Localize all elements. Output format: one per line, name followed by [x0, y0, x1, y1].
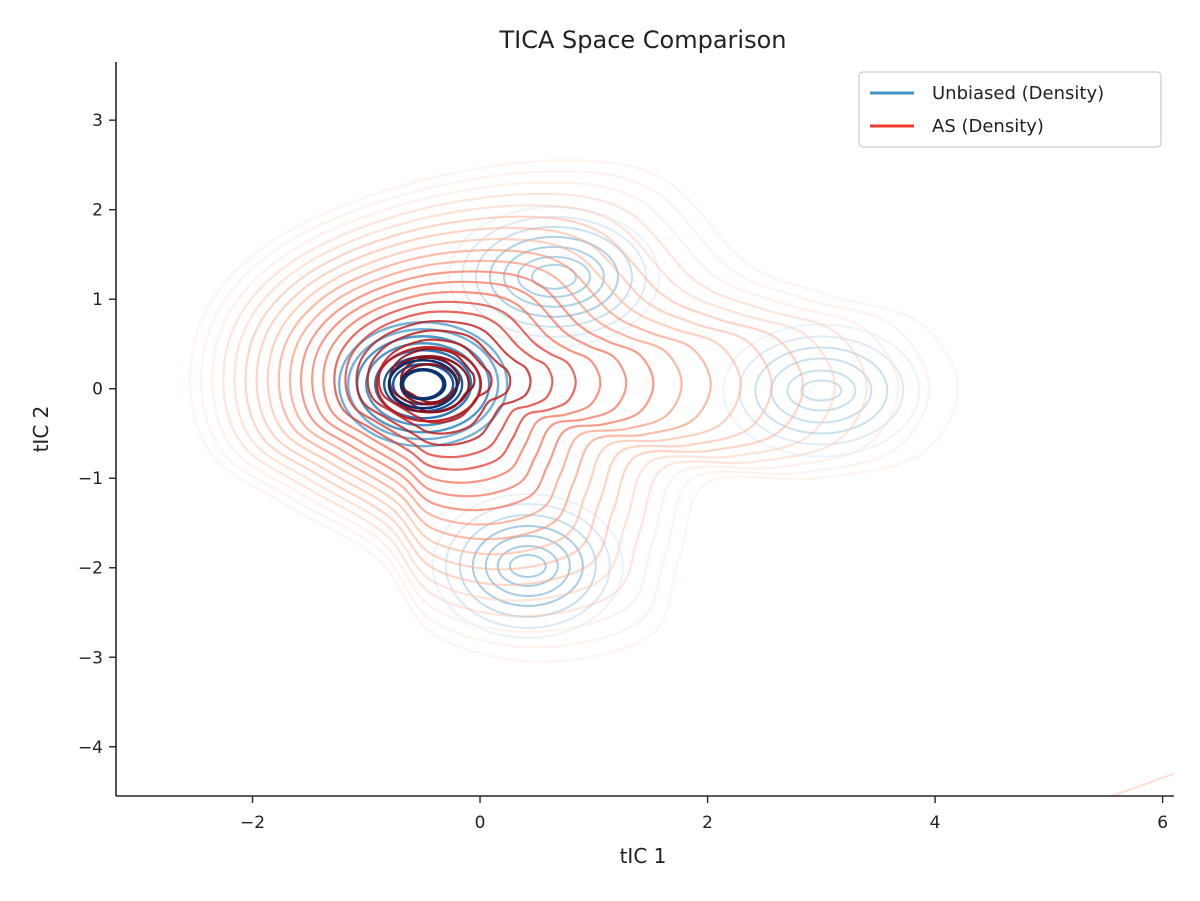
unbiased-contour: [496, 544, 559, 587]
unbiased-contour: [474, 225, 633, 328]
unbiased-contour: [786, 369, 857, 412]
unbiased-contour: [447, 205, 660, 348]
as-contour: [211, 181, 900, 633]
y-tick-label: −4: [78, 738, 103, 758]
y-tick-label: −2: [78, 559, 103, 579]
as-contour: [222, 192, 868, 618]
unbiased-contour: [800, 379, 843, 402]
y-ticks: −4 −3 −2 −1 0 1 2 3: [78, 111, 116, 758]
as-contour: [188, 159, 959, 663]
unbiased-contour: [444, 502, 611, 629]
unbiased-contour: [484, 534, 571, 597]
unbiased-contour: [460, 215, 647, 338]
as-contour: [344, 310, 554, 459]
y-axis-label: tIC 2: [29, 406, 53, 453]
as-contour: [199, 170, 931, 649]
as-contour: [244, 215, 805, 587]
contour-layer: [188, 159, 1174, 796]
unbiased-contour: [458, 513, 597, 618]
axes: [115, 62, 1174, 797]
as-contour: [322, 290, 602, 484]
chart-title: TICA Space Comparison: [498, 26, 786, 54]
as-contour: [377, 338, 493, 424]
x-axis-label: tIC 1: [620, 844, 667, 868]
unbiased-contour: [530, 263, 577, 290]
legend-label-as: AS (Density): [932, 116, 1044, 137]
y-tick-label: 0: [92, 380, 103, 400]
unbiased-contour: [502, 245, 605, 308]
legend-box: [858, 71, 1162, 148]
unbiased-contour: [431, 492, 624, 639]
unbiased-contour: [488, 235, 619, 318]
as-contour: [255, 226, 773, 571]
x-tick-label: 4: [930, 813, 941, 833]
as-contour: [288, 259, 683, 526]
as-contour: [233, 204, 836, 602]
unbiased-contour: [722, 323, 921, 458]
as-contour: [355, 319, 532, 447]
y-tick-label: −1: [78, 469, 103, 489]
as-contour: [1111, 772, 1174, 796]
unbiased-contour: [399, 367, 447, 401]
unbiased-contour: [754, 346, 889, 435]
y-tick-label: 2: [92, 201, 103, 221]
unbiased-contour: [471, 524, 584, 607]
as-contour: [333, 300, 577, 471]
as-contour: [266, 237, 743, 556]
y-tick-label: −3: [78, 648, 103, 668]
unbiased-contour: [738, 335, 905, 446]
as-contour: [299, 270, 655, 512]
as-contour: [388, 347, 476, 414]
x-tick-label: 0: [475, 813, 486, 833]
as-contour: [311, 280, 628, 498]
as-contour: [366, 329, 512, 435]
unbiased-contour: [508, 553, 547, 578]
x-tick-label: 2: [702, 813, 713, 833]
as-contour: [375, 346, 483, 423]
x-tick-label: 6: [1157, 813, 1168, 833]
x-ticks: −2 0 2 4 6: [240, 796, 1168, 833]
unbiased-contour: [387, 358, 459, 410]
as-contour: [277, 248, 712, 541]
legend-label-unbiased: Unbiased (Density): [932, 83, 1104, 104]
unbiased-contour: [401, 369, 445, 400]
x-tick-label: −2: [240, 813, 265, 833]
y-tick-label: 1: [92, 290, 103, 310]
y-tick-label: 3: [92, 111, 103, 131]
legend: Unbiased (Density) AS (Density): [858, 71, 1162, 148]
